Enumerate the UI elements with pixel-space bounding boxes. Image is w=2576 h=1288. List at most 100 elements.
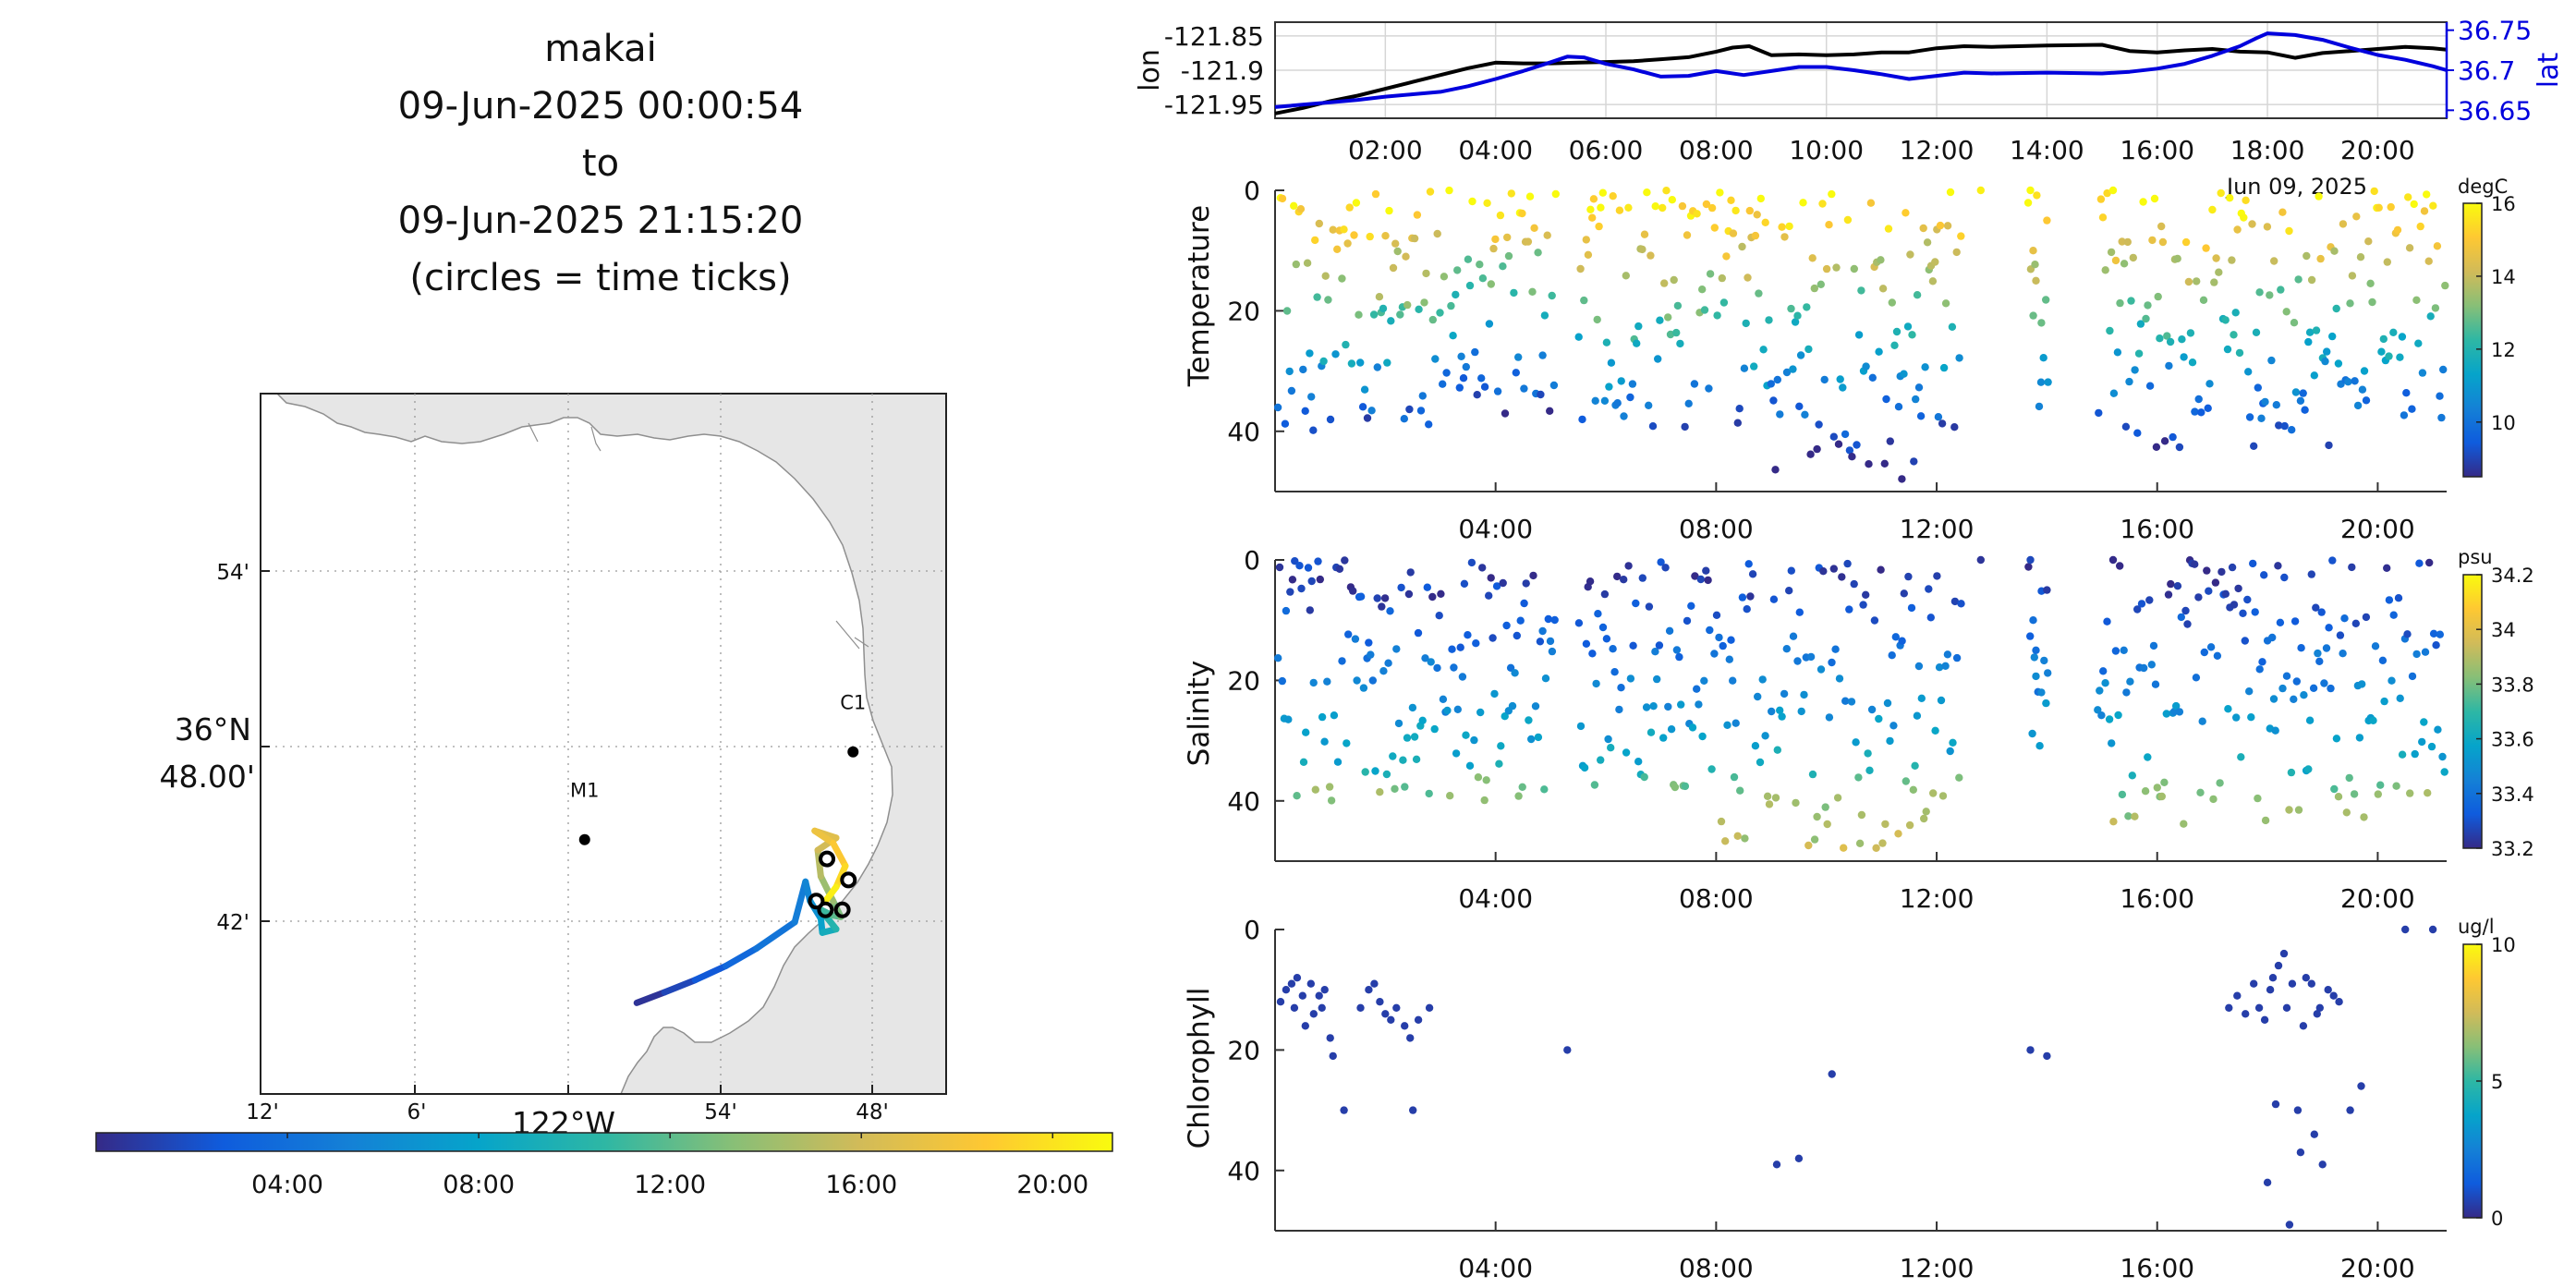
scatter-point xyxy=(2175,443,2184,452)
scatter-point xyxy=(1534,249,1542,257)
scatter-point xyxy=(1541,674,1550,683)
scatter-point xyxy=(2310,1130,2318,1138)
scatter-point xyxy=(2197,408,2205,417)
scatter-point xyxy=(1401,783,1409,791)
scatter-point xyxy=(1743,605,1751,614)
scatter-point xyxy=(1882,395,1890,404)
scatter-point xyxy=(2177,613,2185,622)
scatter-point xyxy=(1894,830,1902,838)
scatter-point xyxy=(1290,201,1298,210)
scatter-point xyxy=(1838,573,1846,581)
scatter-point xyxy=(1721,837,1730,845)
scatter-point xyxy=(2410,200,2418,209)
land-area xyxy=(275,394,946,1094)
scatter-point xyxy=(1889,722,1898,730)
scatter-point xyxy=(2111,256,2120,265)
scatter-point xyxy=(2282,1003,2291,1013)
scatter-point xyxy=(2181,237,2191,247)
scatter-point xyxy=(2300,691,2308,699)
scatter-point xyxy=(1934,413,1943,421)
scatter-point xyxy=(1902,209,1910,217)
time-colorbar-tick-label: 04:00 xyxy=(251,1171,323,1199)
scatter-point xyxy=(1780,233,1789,241)
scatter-point xyxy=(1588,213,1597,222)
scatter-point xyxy=(1607,744,1615,752)
scatter-point xyxy=(2267,356,2276,365)
scatter-point xyxy=(2329,991,2338,1000)
scatter-point xyxy=(1347,359,1356,368)
scatter-point xyxy=(1381,1010,1390,1018)
scatter-point xyxy=(1470,735,1478,745)
scatter-point xyxy=(1290,1003,1299,1013)
scatter-point xyxy=(1413,211,1422,219)
scatter-point xyxy=(1528,287,1537,296)
scatter-point xyxy=(2332,735,2341,743)
scatter-point xyxy=(2278,684,2287,693)
scatter-point xyxy=(2114,711,2122,720)
scatter-point xyxy=(2203,566,2211,575)
scatter-point xyxy=(1549,381,1559,390)
scatter-point xyxy=(2144,301,2152,310)
scatter-point xyxy=(2128,772,2136,780)
scatter-point xyxy=(2340,614,2349,623)
scatter-point xyxy=(2192,674,2201,682)
scatter-point xyxy=(2401,925,2410,934)
lonlat-time-tick: 10:00 xyxy=(1789,135,1864,165)
scatter-point xyxy=(2339,220,2348,228)
scatter-point xyxy=(1333,245,1342,253)
scatter-point xyxy=(1467,558,1476,567)
scatter-point xyxy=(2356,253,2365,261)
scatter-point xyxy=(1952,248,1961,257)
scatter-point xyxy=(2032,672,2040,681)
scatter-point xyxy=(1898,637,1906,645)
scatter-point xyxy=(2137,600,2146,608)
scatter-point xyxy=(2263,223,2272,231)
scatter-points xyxy=(1273,186,2449,483)
scatter-point xyxy=(1952,653,1962,662)
scatter-point xyxy=(1574,333,1583,341)
scatter-point xyxy=(1358,403,1367,411)
scatter-point xyxy=(1465,281,1475,290)
scatter-point xyxy=(2334,793,2343,801)
map-lon-tick-48: 48' xyxy=(856,1100,889,1124)
depth-tick-label: 20 xyxy=(1227,665,1260,696)
scatter-point xyxy=(1363,414,1372,422)
scatter-point xyxy=(2191,407,2199,416)
scatter-point xyxy=(1660,279,1669,287)
scatter-point xyxy=(1782,368,1792,377)
scatter-point xyxy=(1765,800,1774,808)
scatter-point xyxy=(2412,650,2421,659)
scatter-point xyxy=(1449,332,1457,340)
scatter-point xyxy=(1665,626,1674,635)
scatter-point xyxy=(1681,422,1689,431)
scatter-point xyxy=(2235,348,2244,358)
scatter-point xyxy=(1288,576,1297,584)
scatter-point xyxy=(1759,346,1768,354)
scatter-point xyxy=(2157,792,2166,801)
scatter-point xyxy=(2314,649,2322,658)
scatter-point xyxy=(1654,355,1662,363)
scatter-point xyxy=(1391,239,1400,248)
scatter-point xyxy=(1833,794,1842,802)
scatter-point xyxy=(2126,677,2134,686)
scatter-point xyxy=(1640,230,1649,238)
scatter-point xyxy=(1744,560,1753,568)
scatter-point xyxy=(2342,808,2351,817)
scatter-point xyxy=(1803,303,1811,311)
scatter-point xyxy=(1761,732,1769,740)
scatter-point xyxy=(1356,1003,1365,1013)
lon-tick-label: -121.95 xyxy=(1164,90,1264,120)
scatter-point xyxy=(2247,713,2255,722)
scatter-point xyxy=(1440,273,1449,281)
scatter-point xyxy=(1662,187,1671,195)
scatter-point xyxy=(1299,365,1307,374)
scatter-point xyxy=(1324,296,1332,304)
scatter-point xyxy=(1507,189,1516,198)
map-lat-tick-54: 54' xyxy=(216,561,249,585)
scatter-point xyxy=(2296,396,2305,405)
scatter-point xyxy=(1938,792,1948,800)
depth-tick-label: 20 xyxy=(1227,1035,1260,1065)
scatter-point xyxy=(1525,192,1535,200)
scatter-point xyxy=(2024,563,2033,571)
scatter-point xyxy=(1771,466,1780,474)
